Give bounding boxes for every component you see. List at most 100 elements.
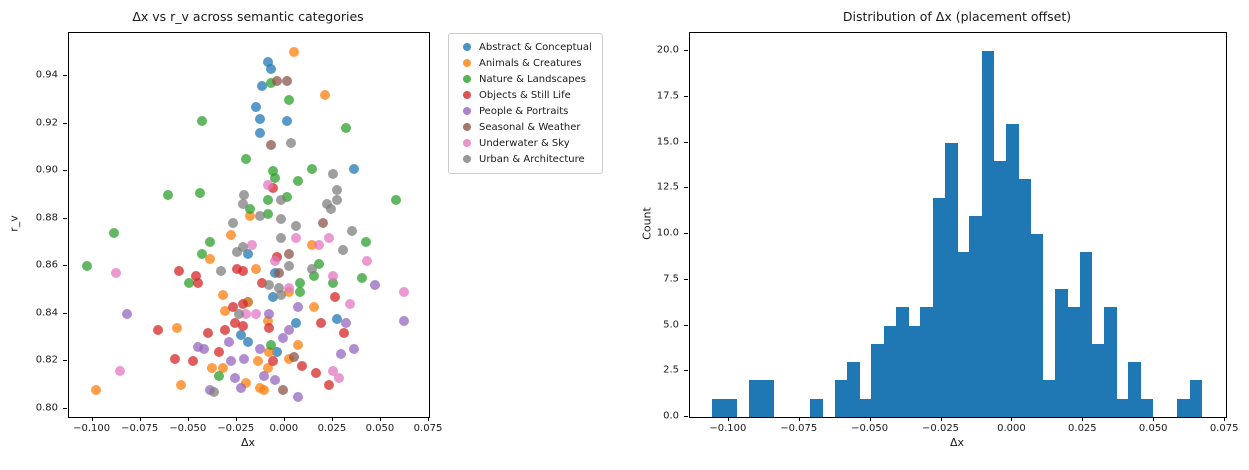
scatter-point bbox=[247, 239, 258, 250]
scatter-point bbox=[239, 189, 250, 200]
y-tick-label: 12.5 bbox=[656, 181, 679, 193]
scatter-point bbox=[399, 315, 409, 326]
scatter-point bbox=[199, 344, 210, 355]
scatter-point bbox=[297, 361, 308, 372]
y-tick-label: 0.88 bbox=[35, 212, 58, 224]
legend-item: Animals & Creatures bbox=[457, 56, 592, 71]
x-tick-mark bbox=[428, 417, 429, 421]
scatter-point bbox=[318, 218, 329, 229]
x-tick-mark bbox=[379, 417, 381, 421]
scatter-point bbox=[206, 363, 217, 374]
scatter-point bbox=[333, 373, 344, 383]
legend-item: Underwater & Sky bbox=[457, 136, 592, 151]
y-tick-mark bbox=[684, 416, 688, 417]
x-tick-label: 0.000 bbox=[997, 423, 1026, 434]
scatter-point bbox=[327, 277, 338, 288]
scatter-point bbox=[227, 301, 238, 312]
histogram-bar bbox=[957, 252, 970, 417]
scatter-point bbox=[193, 342, 204, 353]
scatter-point bbox=[152, 325, 163, 336]
scatter-point bbox=[264, 323, 275, 334]
histogram-bar bbox=[712, 398, 726, 417]
y-tick-mark bbox=[684, 233, 688, 235]
legend-marker-icon bbox=[463, 43, 471, 52]
legend-label: Nature & Landscapes bbox=[479, 73, 586, 85]
y-tick-label: 0.0 bbox=[663, 410, 679, 422]
y-tick-mark bbox=[684, 324, 688, 326]
legend-item: Objects & Still Life bbox=[457, 88, 592, 103]
y-tick-mark bbox=[684, 187, 688, 189]
scatter-point bbox=[293, 301, 304, 312]
scatter-point bbox=[251, 101, 261, 112]
scatter-point bbox=[306, 239, 317, 250]
scatter-point bbox=[174, 266, 185, 276]
y-tick-mark bbox=[63, 170, 67, 172]
x-tick-label: 0.050 bbox=[365, 423, 395, 434]
scatter-point bbox=[283, 261, 294, 272]
scatter-point bbox=[349, 344, 360, 355]
scatter-point bbox=[237, 320, 248, 331]
scatter-point bbox=[110, 268, 121, 279]
histogram-bar bbox=[834, 380, 848, 417]
histogram-bar bbox=[1079, 252, 1093, 417]
scatter-point bbox=[264, 280, 275, 291]
scatter-point bbox=[314, 258, 325, 269]
x-tick-label: −0.075 bbox=[121, 423, 159, 434]
y-tick-label: 0.92 bbox=[35, 117, 58, 129]
scatter-point bbox=[241, 308, 252, 319]
scatter-point bbox=[256, 80, 267, 91]
scatter-point bbox=[237, 242, 248, 253]
scatter-point bbox=[122, 308, 133, 319]
scatter-point bbox=[281, 75, 292, 86]
y-tick-mark bbox=[684, 141, 688, 143]
scatter-point bbox=[266, 63, 277, 74]
scatter-point bbox=[283, 249, 294, 260]
x-tick-label: −0.050 bbox=[851, 423, 889, 434]
legend-label: Objects & Still Life bbox=[479, 89, 571, 101]
y-tick-label: 0.82 bbox=[35, 354, 58, 366]
x-tick-label: −0.100 bbox=[73, 423, 111, 434]
x-tick-mark bbox=[235, 417, 237, 421]
scatter-point bbox=[187, 356, 198, 367]
scatter-point bbox=[324, 232, 335, 243]
histogram-bar bbox=[883, 325, 897, 417]
y-tick-mark bbox=[63, 75, 67, 77]
scatter-point bbox=[274, 282, 285, 293]
histogram-bar bbox=[1067, 307, 1081, 417]
scatter-point bbox=[289, 47, 300, 58]
x-tick-mark bbox=[139, 417, 141, 421]
scatter-point bbox=[268, 166, 279, 177]
legend-marker-icon bbox=[463, 155, 471, 164]
histogram-bar bbox=[749, 380, 762, 417]
scatter-point bbox=[283, 325, 294, 336]
y-tick-mark bbox=[684, 96, 688, 97]
y-tick-label: 0.86 bbox=[35, 259, 58, 271]
scatter-point bbox=[258, 370, 269, 381]
scatter-point bbox=[399, 287, 409, 298]
scatter-point bbox=[197, 116, 208, 127]
scatter-xlabel: Δx bbox=[240, 436, 256, 449]
histogram-bar bbox=[1140, 398, 1154, 417]
scatter-point bbox=[254, 128, 265, 139]
histogram-bar bbox=[859, 398, 872, 417]
scatter-point bbox=[258, 384, 269, 395]
scatter-point bbox=[262, 208, 273, 219]
scatter-point bbox=[274, 268, 285, 279]
scatter-point bbox=[327, 168, 338, 179]
scatter-point bbox=[252, 356, 263, 367]
y-tick-mark bbox=[63, 407, 67, 409]
histogram-plot-area bbox=[690, 33, 1226, 417]
scatter-point bbox=[337, 244, 348, 255]
scatter-point bbox=[254, 211, 265, 222]
histogram-ylabel: Count bbox=[640, 207, 654, 240]
scatter-point bbox=[262, 56, 273, 67]
histogram-bar bbox=[895, 307, 909, 417]
x-tick-label: −0.025 bbox=[922, 423, 960, 434]
scatter-point bbox=[229, 373, 240, 383]
y-tick-label: 10.0 bbox=[656, 227, 679, 239]
scatter-point bbox=[391, 194, 402, 205]
scatter-point bbox=[345, 299, 356, 310]
histogram-axes bbox=[689, 32, 1227, 418]
scatter-point bbox=[310, 368, 321, 379]
scatter-point bbox=[235, 382, 246, 393]
